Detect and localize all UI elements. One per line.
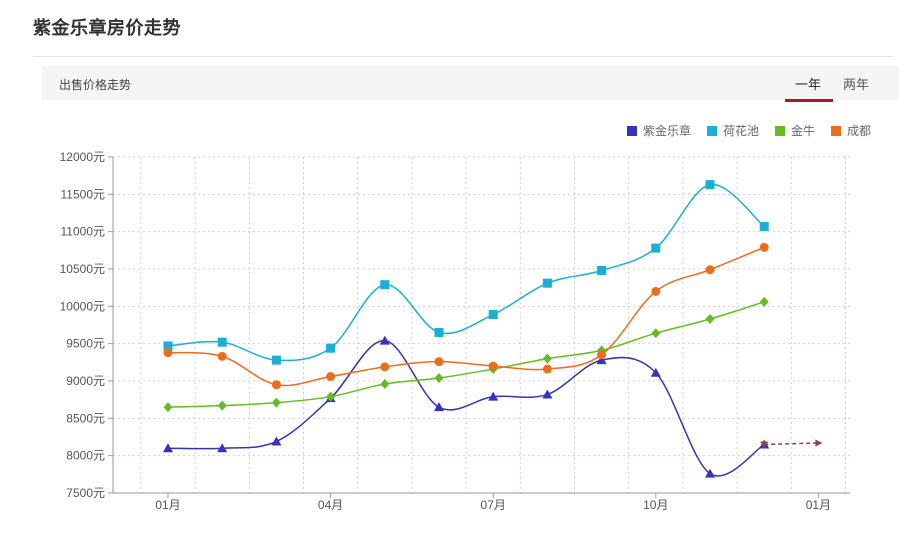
data-point-series-1 [651, 243, 661, 253]
y-tick-label: 11500元 [61, 187, 105, 201]
title-divider [33, 56, 893, 57]
sub-header-bar: 出售价格走势 一年 两年 [42, 66, 899, 102]
y-tick-label: 9000元 [66, 374, 105, 388]
data-point-series-3 [488, 361, 498, 371]
data-point-series-1 [217, 337, 227, 347]
tab-two-year[interactable]: 两年 [843, 77, 870, 92]
data-point-series-2 [651, 328, 661, 339]
data-point-series-3 [217, 351, 227, 361]
data-point-series-3 [434, 357, 444, 367]
page-title: 紫金乐章房价走势 [33, 18, 181, 38]
data-point-series-3 [271, 380, 281, 390]
forecast-arrow [815, 439, 823, 447]
data-point-series-2 [759, 296, 769, 307]
data-point-series-0 [163, 443, 173, 453]
data-point-series-2 [434, 373, 444, 384]
legend-item-jinniu[interactable]: 金牛 [774, 122, 815, 139]
legend-item-hehuachi[interactable]: 荷花池 [706, 122, 759, 139]
data-point-series-2 [705, 314, 715, 325]
data-point-series-0 [379, 335, 390, 345]
x-tick-label: 04月 [318, 498, 343, 512]
data-point-series-3 [380, 362, 390, 372]
data-point-series-3 [542, 364, 552, 374]
x-tick-label: 01月 [806, 498, 831, 512]
data-point-series-3 [597, 350, 607, 360]
legend-swatch-hehuachi [706, 125, 717, 136]
data-point-series-0 [596, 355, 607, 365]
legend-label-zijin: 紫金乐章 [642, 124, 691, 138]
data-point-series-1 [271, 355, 281, 365]
data-point-series-1 [542, 278, 552, 288]
y-tick-label: 8500元 [66, 411, 105, 425]
data-point-series-3 [163, 348, 173, 358]
y-tick-label: 10000元 [60, 299, 105, 313]
tab-one-year[interactable]: 一年 [795, 77, 822, 92]
active-tab-indicator [785, 99, 833, 102]
chart-legend: 紫金乐章 荷花池 金牛 成都 [626, 122, 871, 139]
data-point-series-0 [271, 436, 282, 446]
data-point-series-2 [326, 391, 336, 402]
legend-swatch-zijin [626, 125, 637, 136]
data-point-series-1 [380, 280, 390, 290]
legend-item-chengdu[interactable]: 成都 [830, 122, 871, 139]
price-trend-label: 出售价格走势 [59, 78, 132, 92]
data-point-series-1 [759, 221, 769, 231]
legend-item-zijin[interactable]: 紫金乐章 [626, 122, 691, 139]
legend-label-hehuachi: 荷花池 [722, 124, 759, 138]
data-point-series-1 [326, 343, 336, 353]
series-line-2 [167, 301, 765, 408]
legend-label-chengdu: 成都 [846, 124, 871, 138]
legend-swatch-chengdu [830, 125, 841, 136]
y-tick-label: 9500元 [66, 337, 105, 351]
data-point-series-2 [271, 397, 281, 408]
y-tick-label: 11000元 [61, 225, 105, 239]
data-point-series-3 [326, 372, 336, 382]
data-point-series-2 [217, 400, 227, 411]
x-tick-label: 01月 [155, 498, 180, 512]
data-point-series-0 [542, 389, 553, 399]
y-tick-label: 12000元 [60, 150, 105, 164]
y-tick-label: 7500元 [66, 486, 105, 500]
forecast-line [764, 442, 819, 446]
data-point-series-3 [759, 242, 769, 252]
legend-swatch-jinniu [774, 125, 785, 136]
data-point-series-0 [217, 443, 228, 453]
data-point-series-3 [651, 286, 661, 296]
x-tick-label: 07月 [481, 498, 506, 512]
data-point-series-0 [650, 367, 661, 377]
data-point-series-0 [488, 391, 499, 401]
data-point-series-1 [163, 341, 173, 351]
data-point-series-0 [705, 468, 715, 478]
data-point-series-2 [542, 353, 552, 364]
data-point-series-2 [163, 402, 173, 413]
y-tick-label: 10500元 [60, 262, 105, 276]
data-point-series-3 [705, 265, 715, 275]
data-point-series-0 [434, 402, 444, 412]
forecast-start-marker [760, 441, 769, 449]
data-point-series-1 [434, 327, 444, 337]
legend-label-jinniu: 金牛 [790, 124, 815, 138]
data-point-series-1 [597, 265, 607, 275]
data-point-series-1 [488, 310, 498, 320]
y-tick-label: 8000元 [66, 449, 105, 463]
data-point-series-2 [380, 378, 390, 389]
data-point-series-1 [705, 180, 715, 190]
x-tick-label: 10月 [643, 498, 668, 512]
